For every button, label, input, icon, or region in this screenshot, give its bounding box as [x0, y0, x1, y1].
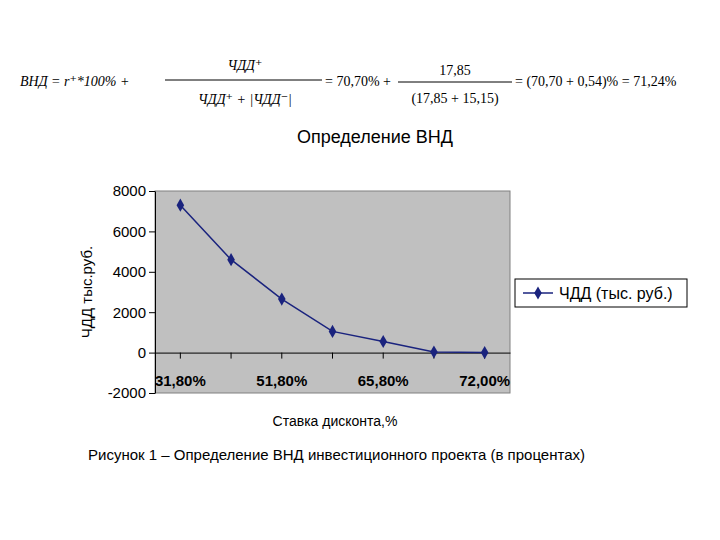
y-tick: 0 [138, 344, 155, 361]
formula-text: ЧДД⁺ + |ЧДД⁻| [198, 92, 292, 107]
y-tick-mark [149, 353, 155, 354]
y-tick-label: 8000 [113, 182, 146, 199]
marker [379, 335, 387, 348]
y-tick-label: -2000 [108, 384, 146, 401]
formula-text: = (70,70 + 0,54)% = 71,24% [515, 74, 677, 90]
x-tick-label: 65,80% [358, 372, 409, 389]
formula-text: (17,85 + 15,15) [411, 91, 499, 107]
x-tick-mark [231, 353, 232, 359]
y-tick-label: 4000 [113, 263, 146, 280]
legend-label: ЧДД (тыс. руб.) [559, 285, 673, 302]
formula-text: ЧДД⁺ [228, 58, 263, 73]
x-tick: 51,80% [256, 353, 307, 389]
formula-text: = 70,70% + [325, 74, 391, 89]
marker [278, 292, 286, 305]
formula-text: 17,85 [439, 63, 471, 78]
y-tick-mark [149, 231, 155, 232]
marker [481, 346, 489, 359]
x-tick: 65,80% [358, 353, 409, 389]
plot-marks [177, 199, 489, 360]
y-tick: 8000 [113, 182, 155, 199]
x-tick-mark [281, 353, 282, 359]
y-tick-label: 6000 [113, 223, 146, 240]
y-axis: -2000 0 2000 4000 6000 8000 [108, 182, 156, 401]
series-line [180, 205, 484, 352]
chart: ВНД = r⁺*100% + ЧДД⁺ ЧДД⁺ + |ЧДД⁻| = 70,70%… [0, 0, 720, 540]
y-tick: 6000 [113, 223, 155, 240]
caption: Рисунок 1 – Определение ВНД инвестиционн… [88, 446, 585, 463]
marker [177, 199, 185, 212]
y-tick: -2000 [108, 384, 155, 401]
formula: ВНД = r⁺*100% + ЧДД⁺ ЧДД⁺ + |ЧДД⁻| = 70,70%… [20, 58, 677, 107]
marker [430, 345, 438, 358]
y-tick-label: 2000 [113, 304, 146, 321]
x-tick-label: 72,00% [459, 372, 510, 389]
plot-background [155, 191, 510, 393]
y-tick: 2000 [113, 304, 155, 321]
legend-box [515, 279, 687, 307]
y-axis-line [155, 192, 156, 394]
fraction-bar [165, 80, 322, 81]
y-tick-mark [149, 312, 155, 313]
formula-text: ВНД = r⁺*100% + [20, 74, 129, 89]
x-tick-mark [383, 353, 384, 359]
marker [329, 325, 337, 338]
legend-marker [534, 286, 542, 299]
marker [227, 253, 235, 266]
fraction-bar [398, 82, 512, 83]
y-tick-label: 0 [138, 344, 146, 361]
legend: ЧДД (тыс. руб.) [515, 279, 687, 307]
x-tick [231, 353, 232, 359]
x-tick-mark [332, 353, 333, 359]
x-tick [332, 353, 333, 359]
title: Определение ВНД [297, 127, 453, 147]
x-axis-title: Ставка дисконта,% [273, 413, 398, 429]
x-tick-label: 51,80% [256, 372, 307, 389]
x-axis: 31,80% 51,80% 65,80% 72,00% [155, 353, 511, 389]
x-tick-mark [180, 353, 181, 359]
y-tick: 4000 [113, 263, 155, 280]
y-axis-title: ЧДД тыс.руб. [78, 246, 95, 338]
x-tick-label: 31,80% [155, 372, 206, 389]
y-tick-mark [149, 393, 155, 394]
x-tick: 31,80% [155, 353, 206, 389]
y-tick-mark [149, 272, 155, 273]
y-tick-mark [149, 191, 155, 192]
